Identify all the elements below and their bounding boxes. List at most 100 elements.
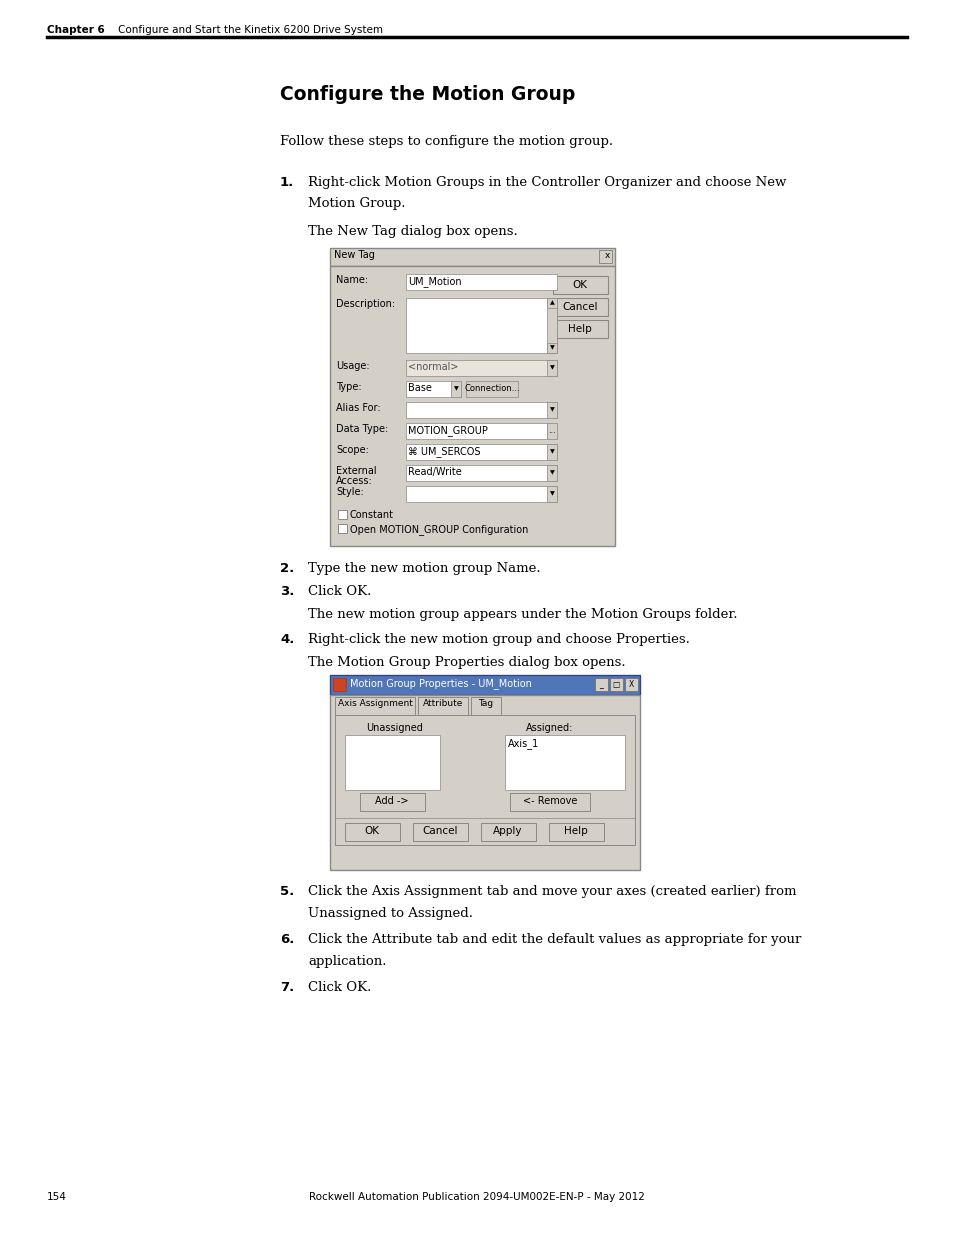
Text: Assigned:: Assigned: <box>526 722 573 734</box>
Text: Rockwell Automation Publication 2094-UM002E-EN-P - May 2012: Rockwell Automation Publication 2094-UM0… <box>309 1192 644 1202</box>
Bar <box>413 823 468 841</box>
Text: X: X <box>628 680 633 689</box>
Text: Motion Group Properties - UM_Motion: Motion Group Properties - UM_Motion <box>350 678 532 689</box>
Text: x: x <box>604 251 610 261</box>
Text: ▼: ▼ <box>549 408 554 412</box>
Text: Right-click the new motion group and choose Properties.: Right-click the new motion group and cho… <box>308 634 689 646</box>
Bar <box>548 823 603 841</box>
Text: Tag: Tag <box>478 699 493 708</box>
Text: Cancel: Cancel <box>422 826 457 836</box>
Bar <box>359 793 424 811</box>
Bar <box>546 487 557 501</box>
Text: 5.: 5. <box>280 885 294 898</box>
Text: ...: ... <box>547 426 556 435</box>
Bar <box>510 793 589 811</box>
Bar <box>471 697 500 715</box>
Bar <box>337 524 347 534</box>
Text: ▼: ▼ <box>549 345 554 350</box>
Text: External: External <box>335 466 376 475</box>
Text: Read/Write: Read/Write <box>408 467 461 477</box>
Text: Type:: Type: <box>335 382 361 391</box>
Bar <box>406 274 557 290</box>
Bar <box>406 359 557 375</box>
Text: Usage:: Usage: <box>335 361 369 370</box>
Bar <box>451 382 460 396</box>
Bar <box>504 735 624 790</box>
Bar <box>553 298 607 316</box>
Bar <box>406 466 557 480</box>
Bar <box>345 735 439 790</box>
Bar <box>330 676 639 695</box>
Text: Help: Help <box>563 826 587 836</box>
Text: Open MOTION_GROUP Configuration: Open MOTION_GROUP Configuration <box>350 524 528 535</box>
Bar <box>345 823 399 841</box>
Text: 3.: 3. <box>280 585 294 598</box>
Text: ▼: ▼ <box>549 366 554 370</box>
Text: Help: Help <box>568 324 591 333</box>
Text: Alias For:: Alias For: <box>335 403 380 412</box>
Bar <box>546 466 557 480</box>
Text: Unassigned: Unassigned <box>366 722 423 734</box>
Bar <box>406 445 557 459</box>
Text: Click OK.: Click OK. <box>308 585 371 598</box>
Text: <- Remove: <- Remove <box>522 797 577 806</box>
Bar <box>624 678 638 692</box>
Text: The Motion Group Properties dialog box opens.: The Motion Group Properties dialog box o… <box>308 656 625 669</box>
Bar <box>546 298 557 308</box>
Text: Scope:: Scope: <box>335 445 369 454</box>
Bar <box>417 697 468 715</box>
Text: Unassigned to Assigned.: Unassigned to Assigned. <box>308 906 473 920</box>
Bar <box>609 678 622 692</box>
Text: Chapter 6: Chapter 6 <box>47 25 105 35</box>
Text: Description:: Description: <box>335 299 395 309</box>
Bar <box>553 320 607 338</box>
Text: Style:: Style: <box>335 487 363 496</box>
Bar <box>546 359 557 375</box>
Text: Add ->: Add -> <box>375 797 408 806</box>
Text: Axis_1: Axis_1 <box>507 739 538 748</box>
Bar <box>546 445 557 459</box>
Text: Axis Assignment: Axis Assignment <box>337 699 412 708</box>
Bar <box>330 248 615 266</box>
Text: Data Type:: Data Type: <box>335 424 388 433</box>
Text: ▼: ▼ <box>549 450 554 454</box>
Text: ▲: ▲ <box>549 300 554 305</box>
Text: application.: application. <box>308 955 386 968</box>
Text: New Tag: New Tag <box>334 249 375 261</box>
Bar <box>595 678 607 692</box>
Bar <box>480 823 536 841</box>
Bar <box>546 298 557 353</box>
Text: Connection...: Connection... <box>464 384 519 393</box>
Bar <box>546 403 557 417</box>
Bar <box>546 424 557 438</box>
Text: OK: OK <box>364 826 379 836</box>
Text: Type the new motion group Name.: Type the new motion group Name. <box>308 562 540 576</box>
Bar <box>333 678 346 692</box>
Bar <box>546 343 557 353</box>
Text: Configure and Start the Kinetix 6200 Drive System: Configure and Start the Kinetix 6200 Dri… <box>105 25 382 35</box>
Text: Follow these steps to configure the motion group.: Follow these steps to configure the moti… <box>280 135 613 148</box>
Text: ▼: ▼ <box>453 387 457 391</box>
Bar <box>598 249 612 263</box>
Bar <box>330 695 639 869</box>
Text: 7.: 7. <box>280 981 294 994</box>
Text: Click the Attribute tab and edit the default values as appropriate for your: Click the Attribute tab and edit the def… <box>308 932 801 946</box>
Text: MOTION_GROUP: MOTION_GROUP <box>408 425 487 436</box>
Bar <box>406 424 546 438</box>
Text: The new motion group appears under the Motion Groups folder.: The new motion group appears under the M… <box>308 608 737 621</box>
Text: Click the Axis Assignment tab and move your axes (created earlier) from: Click the Axis Assignment tab and move y… <box>308 885 796 898</box>
Text: UM_Motion: UM_Motion <box>408 275 461 287</box>
Bar <box>406 382 460 396</box>
Bar <box>335 697 415 715</box>
Bar <box>406 487 557 501</box>
Text: □: □ <box>612 680 619 689</box>
Text: ▼: ▼ <box>549 492 554 496</box>
Text: Configure the Motion Group: Configure the Motion Group <box>280 85 575 104</box>
Bar <box>330 266 615 546</box>
Text: The New Tag dialog box opens.: The New Tag dialog box opens. <box>308 225 517 238</box>
Text: OK: OK <box>572 280 587 290</box>
Text: ▼: ▼ <box>549 471 554 475</box>
Text: Right-click Motion Groups in the Controller Organizer and choose New: Right-click Motion Groups in the Control… <box>308 177 785 189</box>
Text: 6.: 6. <box>280 932 294 946</box>
Bar <box>406 298 557 353</box>
